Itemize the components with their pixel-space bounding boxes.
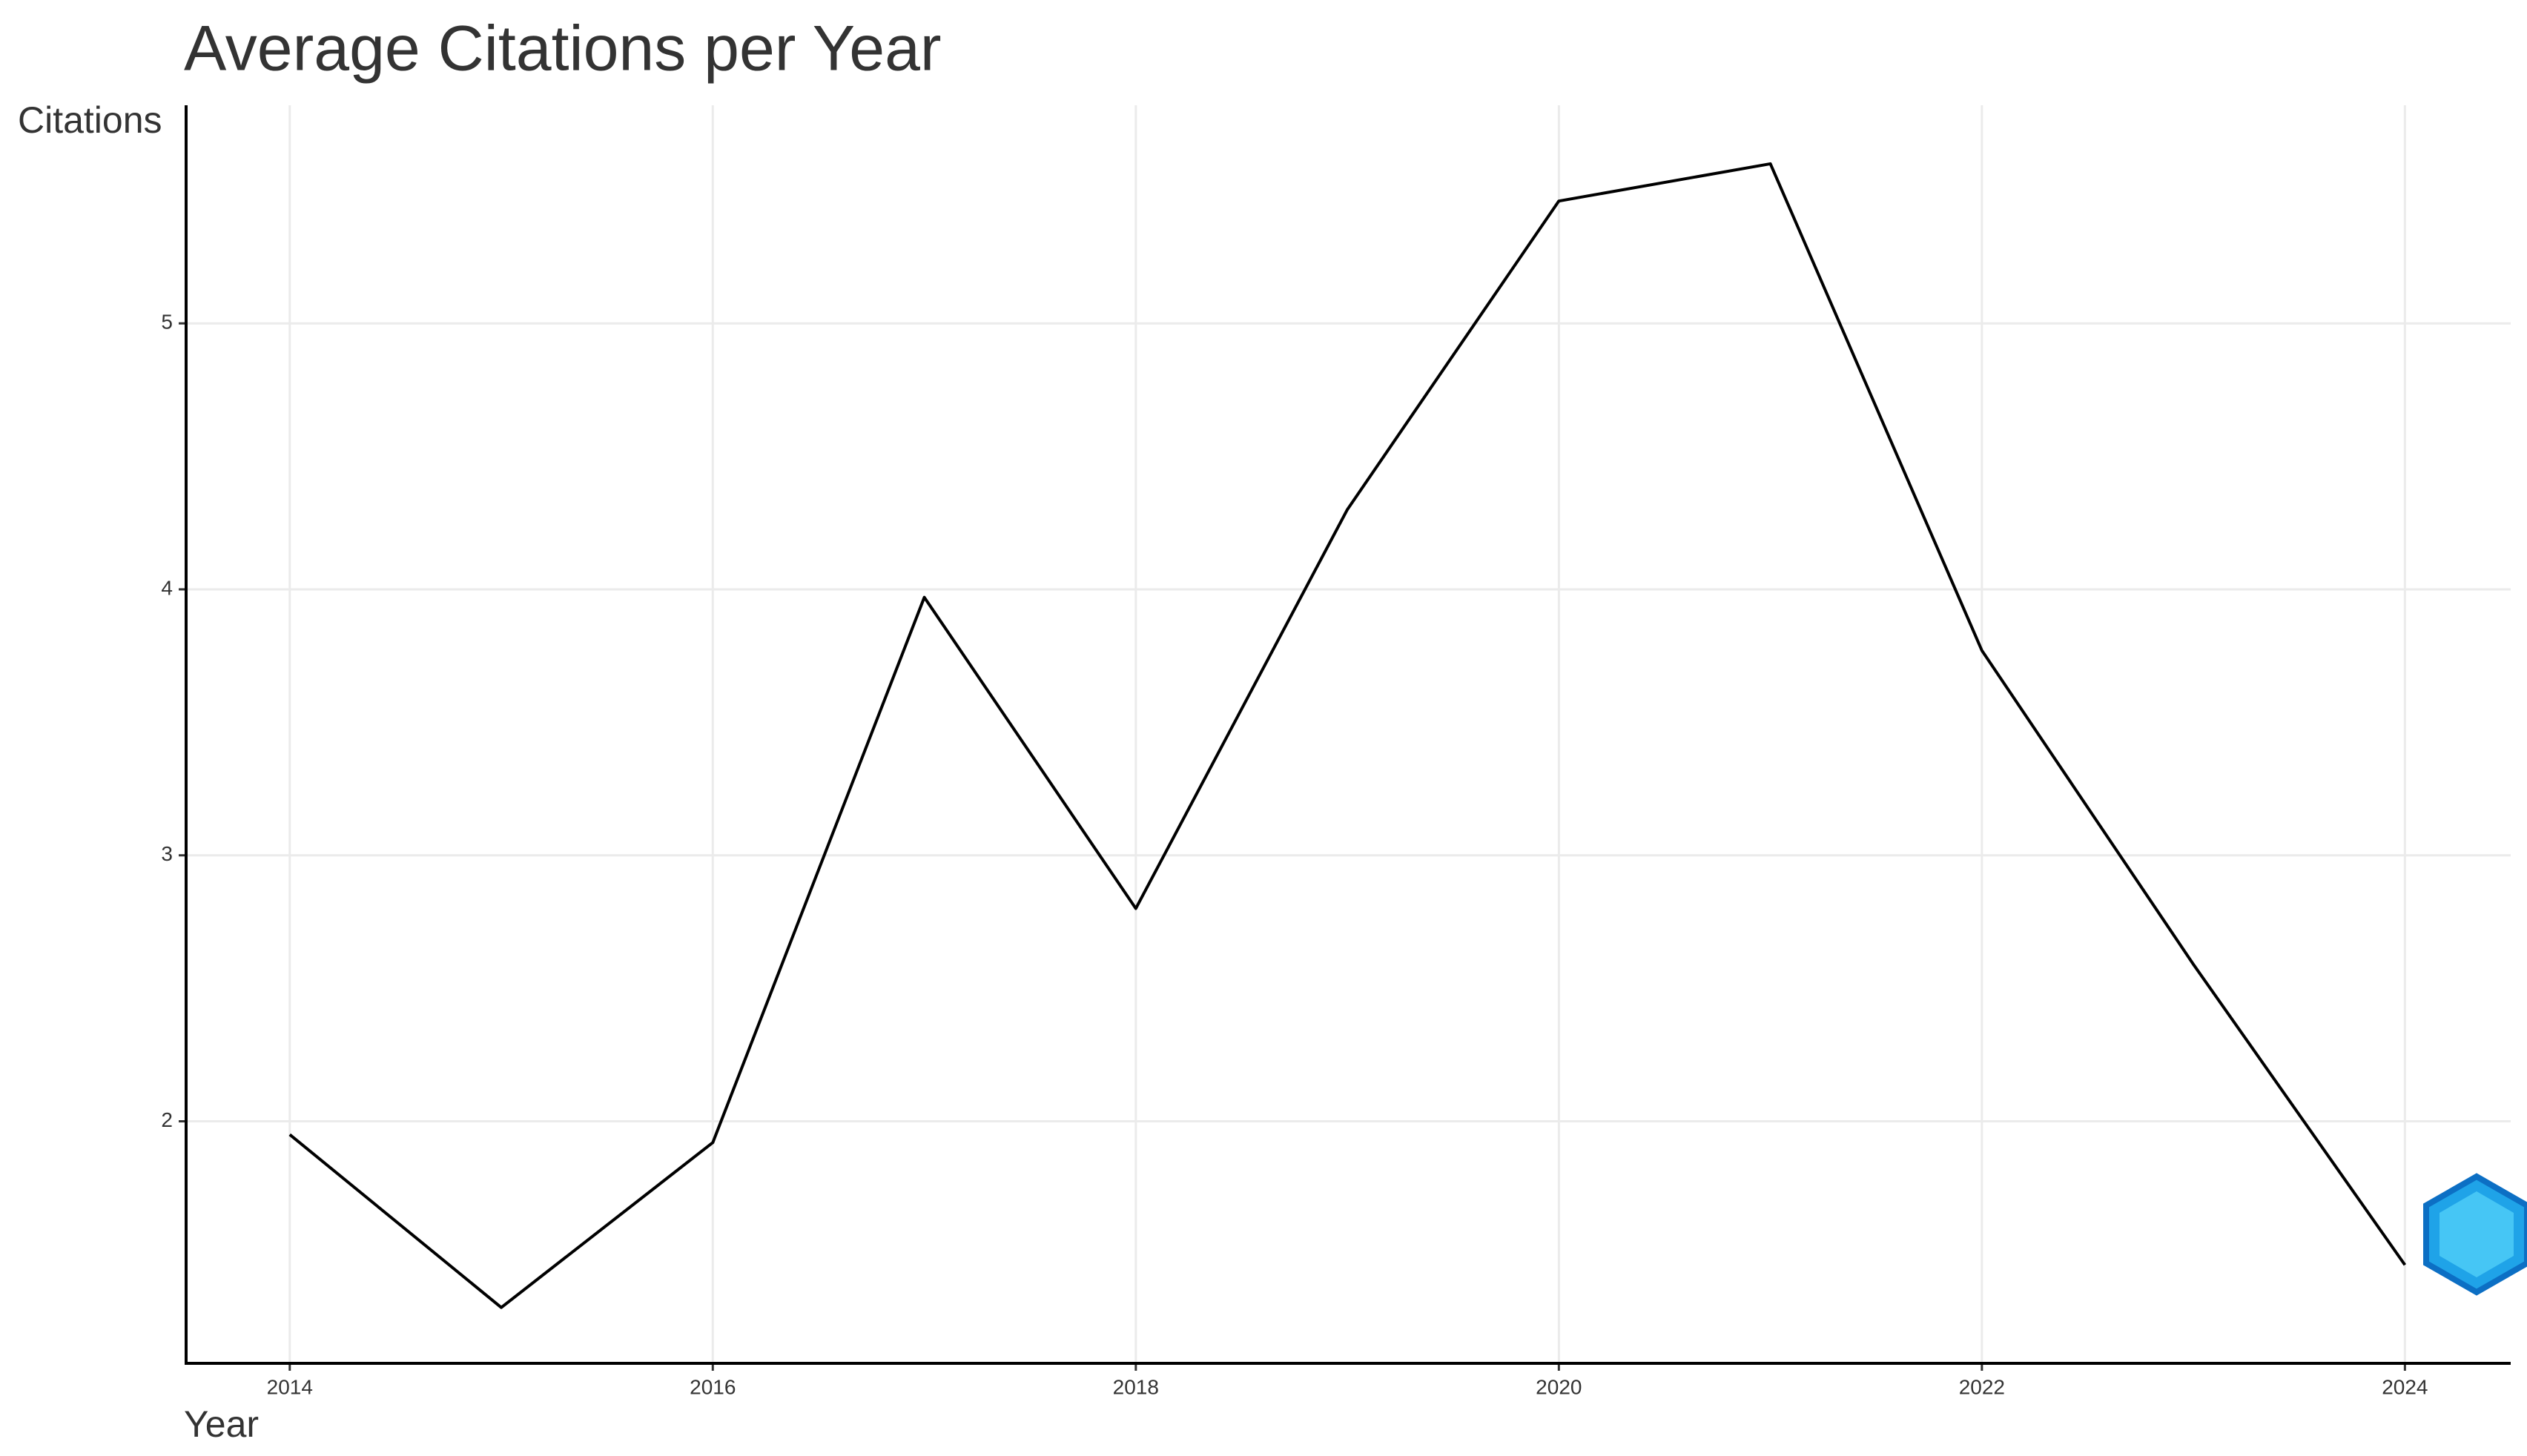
data-line bbox=[288, 162, 2407, 1309]
logo bbox=[2423, 1173, 2527, 1296]
x-tick-label: 2016 bbox=[690, 1375, 736, 1398]
y-tick-label: 4 bbox=[161, 576, 173, 599]
x-axis-label: Year bbox=[184, 1403, 259, 1445]
y-tick-label: 5 bbox=[161, 311, 173, 334]
x-tick-label: 2014 bbox=[267, 1375, 313, 1398]
y-tick-label: 3 bbox=[161, 842, 173, 865]
chart-title: Average Citations per Year bbox=[184, 13, 942, 85]
x-tick-label: 2020 bbox=[1536, 1375, 1582, 1398]
x-tick-label: 2022 bbox=[1959, 1375, 2005, 1398]
y-tick-label: 2 bbox=[161, 1108, 173, 1131]
x-tick-label: 2024 bbox=[2382, 1375, 2428, 1398]
x-tick-label: 2018 bbox=[1113, 1375, 1159, 1398]
y-axis-label: Citations bbox=[18, 99, 162, 141]
